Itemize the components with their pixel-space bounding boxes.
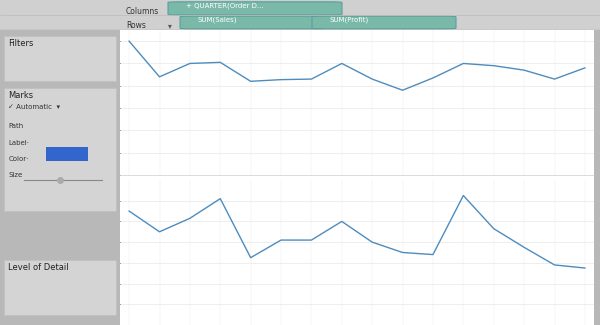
Text: Color·: Color· (8, 156, 29, 162)
FancyBboxPatch shape (168, 2, 342, 15)
Text: Marks: Marks (8, 91, 34, 100)
Text: + QUARTER(Order D...: + QUARTER(Order D... (186, 2, 263, 9)
Text: Rows: Rows (126, 21, 146, 30)
Bar (4, 3, 116, 26)
Text: Filters: Filters (8, 39, 34, 48)
Text: Columns: Columns (126, 6, 159, 16)
Text: Pages: Pages (8, 6, 33, 16)
Text: Size: Size (8, 172, 23, 178)
Text: SUM(Profit): SUM(Profit) (330, 17, 369, 23)
Text: Path: Path (8, 124, 23, 129)
Text: Level of Detail: Level of Detail (8, 263, 69, 272)
FancyBboxPatch shape (180, 16, 324, 29)
Y-axis label: Sales: Sales (61, 91, 70, 114)
Y-axis label: Profit: Profit (68, 241, 77, 264)
FancyBboxPatch shape (312, 16, 456, 29)
Text: Label·: Label· (8, 140, 29, 146)
Bar (46, 147, 88, 161)
Text: SUM(Sales): SUM(Sales) (198, 17, 238, 23)
Text: ▾: ▾ (168, 21, 172, 30)
Text: ✓ Automatic  ▾: ✓ Automatic ▾ (8, 104, 61, 110)
